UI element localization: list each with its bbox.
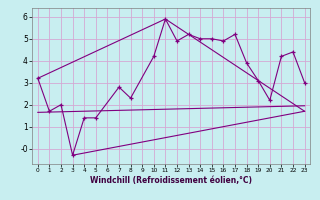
X-axis label: Windchill (Refroidissement éolien,°C): Windchill (Refroidissement éolien,°C): [90, 176, 252, 185]
